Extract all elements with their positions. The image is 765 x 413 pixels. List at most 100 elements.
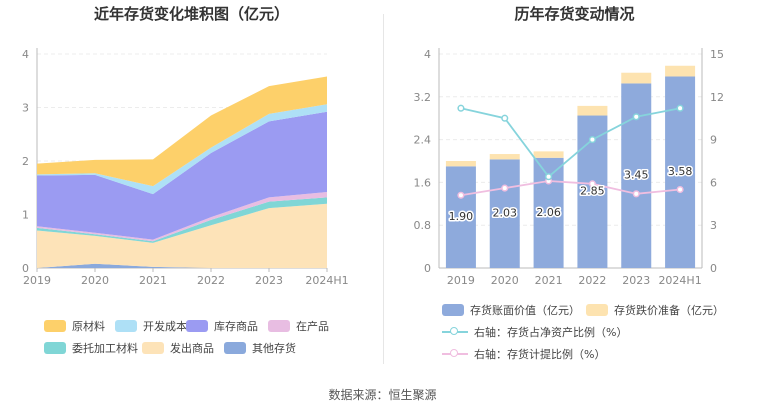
bar-data-label: 2.85 xyxy=(580,185,605,198)
legend-swatch xyxy=(442,304,464,316)
x-tick-label: 2024H1 xyxy=(305,274,348,287)
provision-ratio-point xyxy=(457,191,465,199)
legend-line-symbol xyxy=(442,348,468,360)
legend-item[interactable]: 右轴：存货计提比例（%） xyxy=(442,346,605,362)
bar-legend: 存货账面价值（亿元） 存货跌价准备（亿元） 右轴：存货占净资产比例（%） 右轴：存货计… xyxy=(384,298,765,368)
legend-label: 其他存货 xyxy=(252,342,296,355)
y-tick-label: 1 xyxy=(22,209,29,222)
legend-item[interactable]: 开发成本 xyxy=(115,318,187,334)
bar-data-label: 3.58 xyxy=(668,165,693,178)
y-tick-label: 0.8 xyxy=(414,219,432,232)
legend-item[interactable]: 委托加工材料 xyxy=(44,340,138,356)
y-tick-label: 0 xyxy=(424,262,431,275)
x-tick-label: 2021 xyxy=(139,274,167,287)
y-tick-label: 3 xyxy=(22,102,29,115)
y-tick-label: 4 xyxy=(22,48,29,61)
bar-line-panel: 历年存货变动情况 0 0.8 1.6 2.4 3.2 4 0 3 6 9 12 15 1.90 2.03 2… xyxy=(384,0,765,380)
legend-item[interactable]: 库存商品 xyxy=(186,318,258,334)
legend-line-symbol xyxy=(442,326,468,338)
asset-ratio-point xyxy=(632,113,640,121)
legend-swatch xyxy=(115,320,137,332)
y2-tick-label: 3 xyxy=(710,219,717,232)
x-tick-label: 2023 xyxy=(255,274,283,287)
legend-label: 存货账面价值（亿元） xyxy=(470,304,580,317)
legend-swatch xyxy=(586,304,608,316)
provision-ratio-point xyxy=(588,180,596,188)
x-tick-label: 2021 xyxy=(535,274,563,287)
asset-ratio-point xyxy=(676,104,684,112)
x-tick-label: 2019 xyxy=(447,274,475,287)
provision-ratio-point xyxy=(676,185,684,194)
bar-data-label: 2.03 xyxy=(493,207,518,220)
data-source-note: 数据来源：恒生聚源 xyxy=(328,388,437,402)
legend-item[interactable]: 其他存货 xyxy=(224,340,296,356)
stacked-area-chart: 0 1 2 3 4 2019 2020 2021 2022 2023 2024H1 xyxy=(22,48,349,287)
bar-data-label: 2.06 xyxy=(536,206,561,219)
panel-divider xyxy=(383,14,384,364)
bar-impairment-reserve xyxy=(533,151,564,158)
legend-label: 原材料 xyxy=(72,320,105,333)
x-tick-label: 2019 xyxy=(23,274,51,287)
area-legend: 原材料 开发成本 库存商品 在产品委托加工材料 发出商品 其他存货 xyxy=(0,318,383,368)
area-委托加工材料 xyxy=(37,197,327,243)
bar-data-label: 1.90 xyxy=(449,210,474,223)
asset-ratio-point xyxy=(501,114,509,122)
y-tick-label: 3.2 xyxy=(414,91,432,104)
area-其他存货 xyxy=(37,263,327,268)
area-在产品 xyxy=(37,192,327,242)
provision-ratio-point xyxy=(501,184,509,192)
legend-label: 存货跌价准备（亿元） xyxy=(614,304,724,317)
legend-swatch xyxy=(268,320,290,332)
legend-label: 开发成本 xyxy=(143,320,187,333)
y2-tick-label: 0 xyxy=(710,262,717,275)
bar-impairment-reserve xyxy=(445,161,476,167)
legend-item[interactable]: 存货账面价值（亿元） xyxy=(442,302,580,318)
y-tick-label: 4 xyxy=(424,48,431,61)
legend-item[interactable]: 右轴：存货占净资产比例（%） xyxy=(442,324,627,340)
asset-ratio-point xyxy=(588,136,596,144)
legend-swatch xyxy=(186,320,208,332)
legend-swatch xyxy=(44,320,66,332)
legend-swatch xyxy=(142,342,164,354)
legend-label: 发出商品 xyxy=(170,342,214,355)
area-原材料 xyxy=(37,76,327,187)
bar-impairment-reserve xyxy=(621,72,652,84)
provision-ratio-point xyxy=(632,190,640,198)
legend-label: 库存商品 xyxy=(214,320,258,333)
y-tick-label: 2 xyxy=(22,155,29,168)
legend-label: 右轴：存货计提比例（%） xyxy=(474,348,606,361)
legend-item[interactable]: 发出商品 xyxy=(142,340,214,356)
right-chart-title: 历年存货变动情况 xyxy=(514,5,635,23)
legend-item[interactable]: 存货跌价准备（亿元） xyxy=(586,302,724,318)
y2-tick-label: 15 xyxy=(710,48,724,61)
legend-item[interactable]: 在产品 xyxy=(268,318,329,334)
area-库存商品 xyxy=(37,111,327,240)
bar-inventory-value xyxy=(445,166,476,268)
legend-item[interactable]: 原材料 xyxy=(44,318,105,334)
area-发出商品 xyxy=(37,203,327,268)
area-开发成本 xyxy=(37,104,327,195)
x-tick-label: 2020 xyxy=(81,274,109,287)
asset-ratio-point xyxy=(457,104,465,112)
asset-ratio-point xyxy=(545,173,553,181)
x-tick-label: 2022 xyxy=(197,274,225,287)
legend-swatch xyxy=(224,342,246,354)
bar-data-label: 3.45 xyxy=(624,169,649,182)
legend-label: 右轴：存货占净资产比例（%） xyxy=(474,326,628,339)
x-tick-label: 2023 xyxy=(622,274,650,287)
x-tick-label: 2020 xyxy=(491,274,519,287)
legend-swatch xyxy=(44,342,66,354)
x-tick-label: 2022 xyxy=(578,274,606,287)
stacked-area-panel: 近年存货变化堆积图（亿元） 0 1 2 3 4 2019 2020 2021 2022 2023 2… xyxy=(0,0,383,380)
bar-impairment-reserve xyxy=(665,65,696,77)
y-tick-label: 2.4 xyxy=(414,134,432,147)
y2-tick-label: 6 xyxy=(710,176,717,189)
left-chart-title: 近年存货变化堆积图（亿元） xyxy=(93,5,289,23)
asset-ratio-line xyxy=(460,107,681,178)
legend-label: 在产品 xyxy=(296,320,329,333)
provision-ratio-line xyxy=(460,180,681,197)
x-tick-label: 2024H1 xyxy=(658,274,701,287)
bar-impairment-reserve xyxy=(489,154,520,160)
bar-line-chart: 0 0.8 1.6 2.4 3.2 4 0 3 6 9 12 15 1.90 2.03 2.06 2.85 3.… xyxy=(414,48,724,287)
y2-tick-label: 12 xyxy=(710,91,724,104)
